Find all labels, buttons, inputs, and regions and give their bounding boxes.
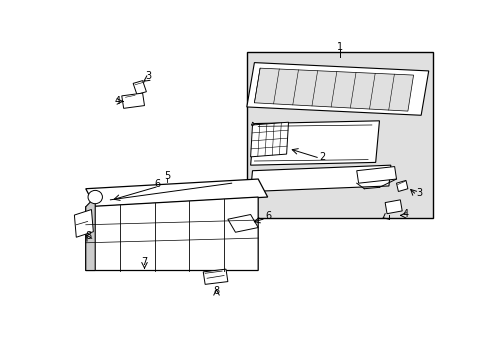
- Text: 4: 4: [402, 209, 408, 219]
- Ellipse shape: [88, 190, 102, 204]
- Polygon shape: [250, 121, 379, 165]
- Polygon shape: [356, 167, 396, 183]
- Polygon shape: [85, 179, 267, 207]
- Bar: [246, 51, 432, 218]
- Polygon shape: [396, 180, 407, 192]
- Text: 6: 6: [265, 211, 271, 221]
- Polygon shape: [85, 197, 258, 270]
- Polygon shape: [74, 210, 93, 237]
- Text: 1: 1: [336, 42, 342, 52]
- Polygon shape: [203, 269, 227, 284]
- Polygon shape: [246, 63, 428, 115]
- Polygon shape: [250, 122, 288, 157]
- Text: 2: 2: [319, 152, 325, 162]
- Text: 6: 6: [154, 179, 161, 189]
- Polygon shape: [85, 197, 95, 270]
- Text: 4: 4: [114, 96, 120, 105]
- Polygon shape: [250, 165, 390, 192]
- Polygon shape: [122, 93, 144, 108]
- Polygon shape: [227, 215, 258, 232]
- Polygon shape: [133, 81, 146, 94]
- Polygon shape: [385, 200, 401, 214]
- Text: 8: 8: [85, 231, 91, 241]
- Text: 8: 8: [213, 286, 219, 296]
- Polygon shape: [254, 68, 413, 111]
- Text: 3: 3: [145, 72, 151, 81]
- Text: 3: 3: [415, 188, 422, 198]
- Text: 7: 7: [141, 257, 147, 267]
- Text: 5: 5: [164, 171, 170, 181]
